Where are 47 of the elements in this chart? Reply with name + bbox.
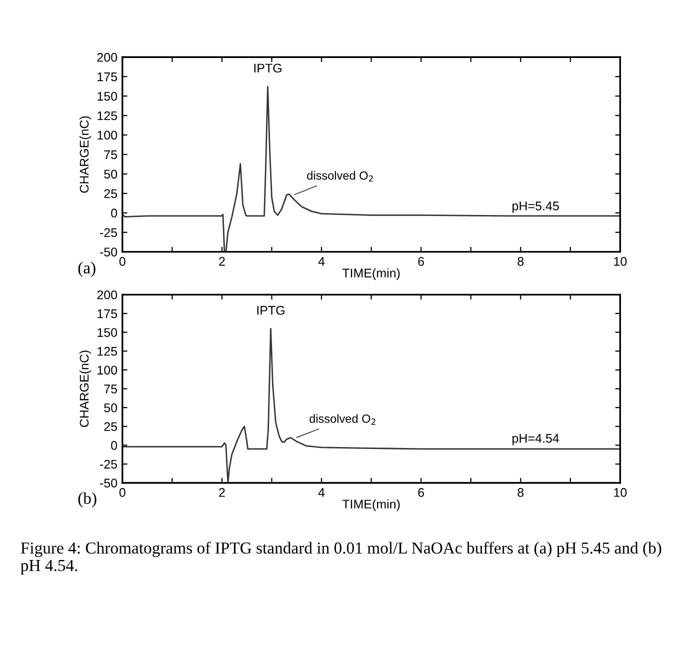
x-tick-label: 6: [418, 257, 424, 266]
x-tick-label: 4: [318, 488, 325, 497]
x-tick-label: 0: [119, 488, 126, 497]
y-tick-label: -50: [100, 478, 118, 488]
y-tick-label: 75: [104, 150, 118, 160]
y-tick-label: 100: [98, 366, 118, 375]
y-tick-label: 50: [104, 170, 118, 179]
x-tick-label: 2: [219, 488, 225, 497]
y-tick-label: 75: [104, 384, 118, 394]
y-tick-label: 0: [111, 441, 118, 450]
annotation: pH=5.45: [512, 202, 559, 213]
text: (a): [78, 262, 96, 277]
x-tick-label: 6: [418, 488, 424, 497]
x-tick-label: 10: [614, 488, 627, 497]
y-tick-label: -25: [100, 228, 118, 237]
y-tick-label: 25: [104, 422, 118, 432]
y-tick-label: -50: [100, 248, 118, 256]
y-tick-label: 125: [98, 346, 118, 356]
x-tick-label: 0: [119, 257, 126, 266]
y-axis-title: CHARGE(nC): [79, 350, 92, 428]
y-tick-label: 50: [104, 403, 118, 412]
y-tick-label: 175: [98, 309, 118, 318]
annotation: IPTG: [257, 306, 284, 315]
x-axis-title: TIME(min): [342, 268, 400, 280]
annotation: dissolved O$_{2}$: [307, 171, 373, 182]
y-axis-title: CHARGE(nC): [79, 116, 92, 193]
y-tick-label: 200: [97, 52, 118, 62]
y-tick-label: 150: [98, 328, 118, 337]
x-axis-title: TIME(min): [342, 499, 400, 512]
annotation: IPTG: [254, 64, 282, 73]
y-tick-label: 100: [98, 130, 118, 140]
x-tick-label: 2: [219, 257, 225, 266]
x-tick-label: 10: [614, 257, 627, 266]
annotation: pH=4.54: [512, 434, 559, 446]
y-tick-label: 175: [98, 72, 118, 82]
annotation: dissolved O$_{2}$: [310, 414, 376, 425]
y-tick-label: 200: [97, 290, 118, 300]
caption: Figure 4: Chromatograms of IPTG standard in 0.01 mol/L NaOAc buffers at (a) pH 5.45 and (b) pH 4.54.: [20, 542, 662, 575]
y-tick-label: 25: [104, 189, 118, 198]
text: (b): [78, 492, 96, 508]
y-tick-label: -25: [100, 460, 118, 469]
x-tick-label: 4: [318, 257, 325, 266]
x-tick-label: 8: [518, 488, 524, 497]
y-tick-label: 150: [98, 92, 118, 101]
x-tick-label: 8: [518, 257, 524, 266]
y-tick-label: 0: [111, 208, 118, 218]
y-tick-label: 125: [98, 111, 118, 120]
